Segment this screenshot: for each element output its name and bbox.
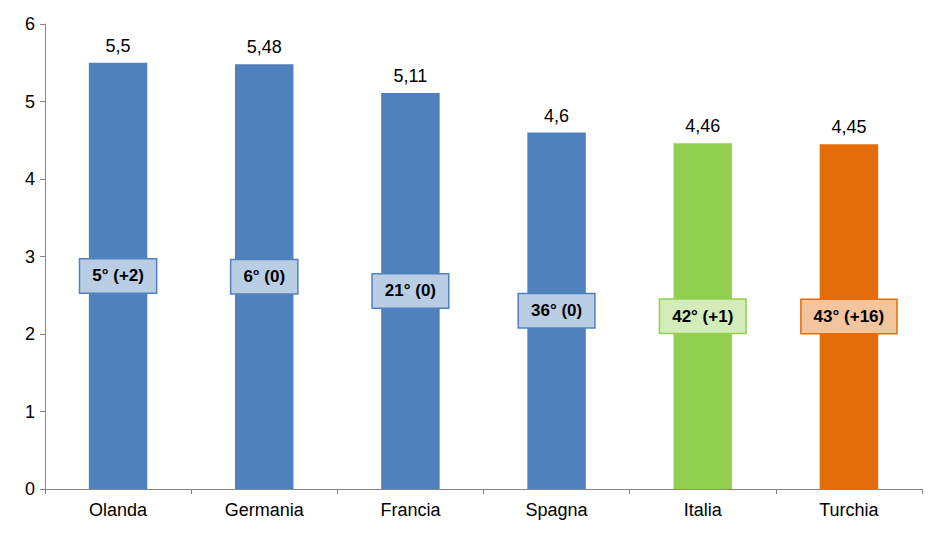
svg-text:3: 3 <box>25 247 35 267</box>
svg-text:1: 1 <box>25 402 35 422</box>
svg-text:Germania: Germania <box>225 500 305 520</box>
svg-text:4,46: 4,46 <box>685 116 720 136</box>
svg-text:Francia: Francia <box>380 500 441 520</box>
svg-text:5,48: 5,48 <box>247 37 282 57</box>
svg-text:5° (+2): 5° (+2) <box>92 266 144 285</box>
svg-text:4,6: 4,6 <box>544 106 569 126</box>
svg-text:0: 0 <box>25 479 35 499</box>
svg-text:Spagna: Spagna <box>526 500 589 520</box>
svg-text:5: 5 <box>25 92 35 112</box>
svg-text:6° (0): 6° (0) <box>243 267 285 286</box>
svg-text:43° (+16): 43° (+16) <box>814 307 885 326</box>
svg-text:Olanda: Olanda <box>89 500 148 520</box>
svg-text:4: 4 <box>25 169 35 189</box>
svg-text:42° (+1): 42° (+1) <box>672 307 733 326</box>
svg-text:Italia: Italia <box>684 500 723 520</box>
svg-text:5,5: 5,5 <box>106 36 131 56</box>
svg-text:36° (0): 36° (0) <box>531 301 582 320</box>
svg-text:5,11: 5,11 <box>394 66 428 86</box>
svg-text:21° (0): 21° (0) <box>385 281 436 300</box>
svg-text:Turchia: Turchia <box>819 500 879 520</box>
svg-text:2: 2 <box>25 324 35 344</box>
svg-text:6: 6 <box>25 14 35 34</box>
svg-text:4,45: 4,45 <box>831 117 866 137</box>
